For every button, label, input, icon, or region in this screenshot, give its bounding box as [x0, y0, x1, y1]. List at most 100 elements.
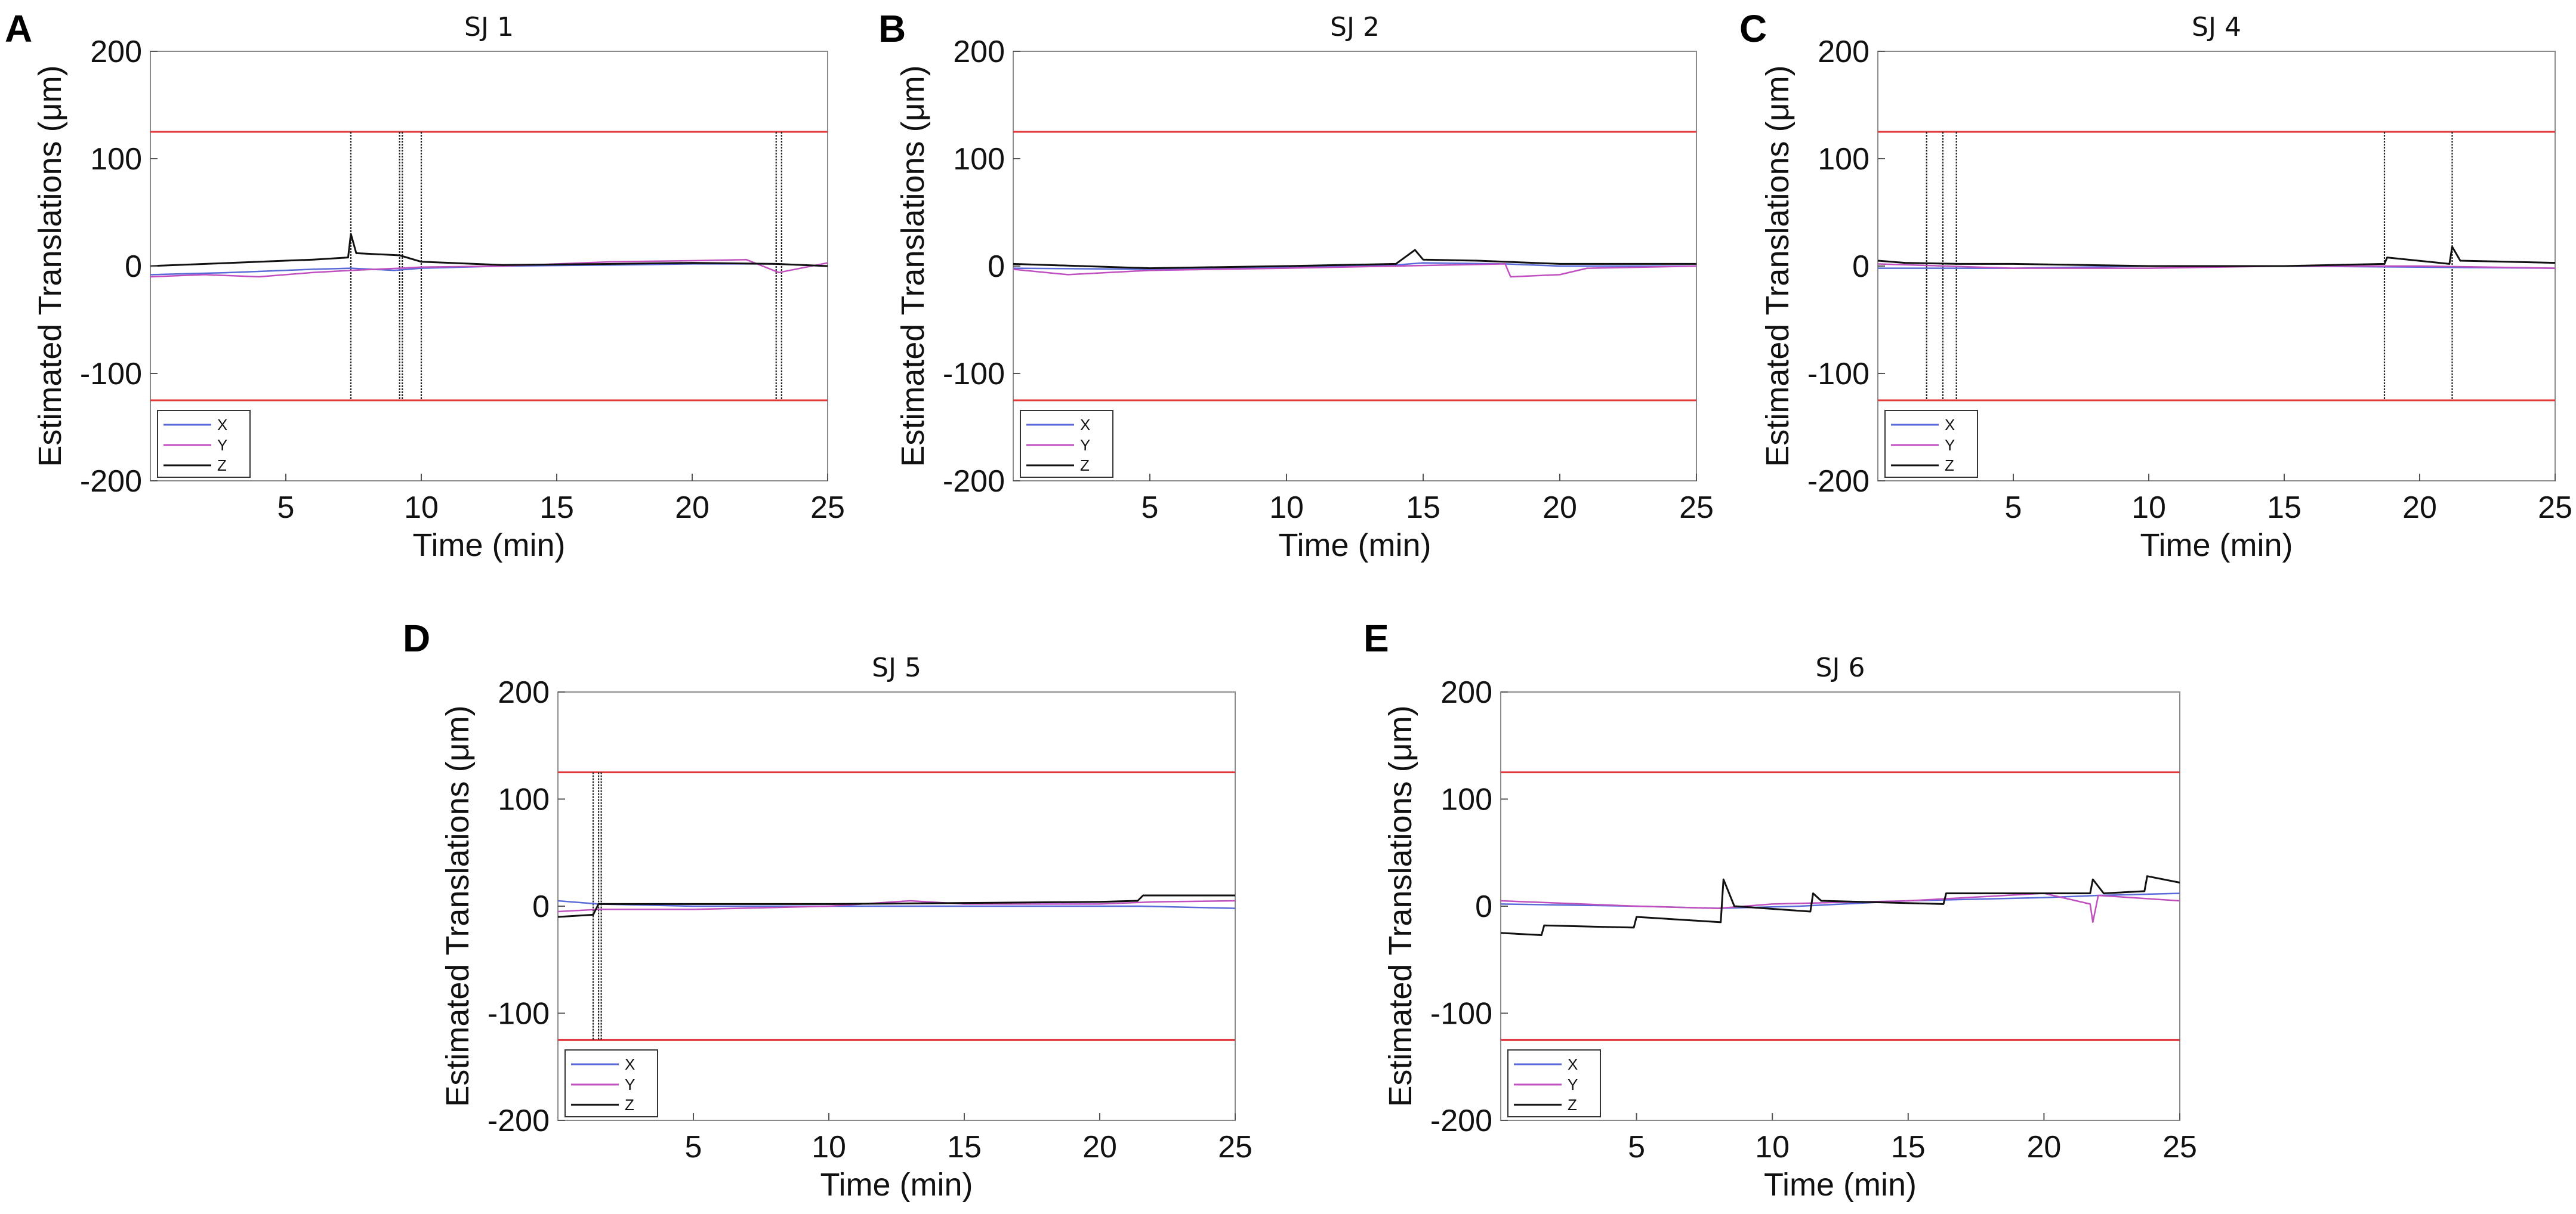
x-tick-label: 20 [2026, 1130, 2061, 1164]
y-tick-label: -100 [1430, 997, 1492, 1031]
y-axis-label: Estimated Translations (μm) [1383, 705, 1418, 1107]
series-line-z [1013, 249, 1696, 270]
legend-label-z: Z [1945, 456, 1954, 474]
panel-title: SJ 1 [464, 12, 514, 42]
y-tick-label: 100 [1818, 142, 1869, 177]
legend-label-z: Z [625, 1096, 634, 1114]
y-tick-label: -100 [1807, 357, 1869, 391]
y-tick-label: -200 [943, 464, 1005, 499]
x-tick-label: 10 [1755, 1130, 1790, 1164]
series-line-y [1877, 263, 2556, 269]
y-tick-label: 200 [1818, 35, 1869, 69]
series-line-y [1013, 263, 1697, 278]
legend-label-x: X [1568, 1055, 1578, 1073]
panel-d: D SJ 5 5 10 15 20 25 -200 -100 0 100 200 Time (min) E… [403, 617, 1252, 1203]
legend-label-x: X [625, 1055, 635, 1073]
x-tick-label: 20 [1082, 1130, 1117, 1164]
y-tick-label: -100 [488, 997, 550, 1031]
y-tick-label: 200 [1440, 675, 1492, 710]
y-axis-label: Estimated Translations (μm) [440, 705, 476, 1107]
legend: XYZ [157, 410, 251, 478]
x-tick-label: 20 [675, 490, 709, 525]
y-tick-label: 0 [1852, 249, 1869, 284]
legend-box [1507, 1049, 1601, 1117]
y-tick-label: 200 [90, 35, 142, 69]
y-tick-label: 100 [953, 142, 1005, 177]
panel-a: A SJ 1 5 10 15 20 25 -200 -100 0 100 200 Time (min) E… [5, 7, 845, 563]
panel-letter: B [878, 7, 906, 50]
panel-b: B SJ 2 5 10 15 20 25 -200 -100 0 100 200 Time (min) E… [878, 7, 1714, 563]
y-axis-label: Estimated Translations (μm) [1760, 65, 1796, 467]
x-tick-label: 10 [812, 1130, 846, 1164]
legend: XYZ [1020, 410, 1113, 478]
x-tick-label: 5 [1628, 1130, 1645, 1164]
legend-label-x: X [217, 416, 227, 434]
legend-label-y: Y [1568, 1076, 1578, 1093]
series-line-z [150, 233, 828, 267]
x-tick-label: 5 [2005, 490, 2022, 525]
y-tick-label: -100 [80, 357, 142, 391]
legend-label-x: X [1080, 416, 1090, 434]
series-line-y [557, 900, 1236, 913]
x-tick-label: 10 [2131, 490, 2166, 525]
x-tick-label: 25 [2538, 490, 2572, 525]
y-tick-label: 0 [125, 249, 142, 284]
legend-label-z: Z [217, 456, 227, 474]
y-tick-label: 100 [498, 783, 550, 817]
panel-e: E SJ 6 5 10 15 20 25 -200 -100 0 100 200 Time (min) E… [1363, 617, 2197, 1203]
y-tick-label: -200 [80, 464, 142, 499]
x-tick-label: 15 [1406, 490, 1440, 525]
x-tick-label: 15 [947, 1130, 982, 1164]
legend-box [1020, 410, 1113, 478]
legend: XYZ [564, 1049, 658, 1117]
y-tick-label: 100 [90, 142, 142, 177]
series-line-x [1013, 262, 1696, 270]
panel-letter: E [1363, 617, 1389, 660]
x-tick-label: 20 [2402, 490, 2437, 525]
panel-letter: D [403, 617, 430, 660]
x-tick-label: 5 [277, 490, 295, 525]
legend-box [564, 1049, 658, 1117]
x-axis-label: Time (min) [2140, 527, 2293, 563]
x-tick-label: 25 [1679, 490, 1714, 525]
x-tick-label: 15 [1891, 1130, 1926, 1164]
x-tick-label: 15 [2267, 490, 2302, 525]
series-line-z [1500, 875, 2180, 936]
x-tick-label: 10 [1269, 490, 1304, 525]
panel-title: SJ 6 [1816, 653, 1865, 683]
legend-box [157, 410, 251, 478]
x-axis-label: Time (min) [1764, 1167, 1917, 1203]
panel-title: SJ 5 [872, 653, 921, 683]
y-tick-label: 0 [532, 889, 550, 924]
legend-label-z: Z [1568, 1096, 1577, 1114]
series-line-z [557, 894, 1235, 918]
x-tick-label: 5 [1142, 490, 1159, 525]
x-tick-label: 5 [685, 1130, 702, 1164]
y-tick-label: 0 [988, 249, 1005, 284]
y-axis-label: Estimated Translations (μm) [895, 65, 931, 467]
panel-letter: A [5, 7, 32, 50]
legend: XYZ [1507, 1049, 1601, 1117]
y-tick-label: 100 [1440, 783, 1492, 817]
legend: XYZ [1884, 410, 1978, 478]
legend-label-y: Y [1945, 436, 1955, 454]
y-tick-label: -200 [1807, 464, 1869, 499]
y-tick-label: 200 [498, 675, 550, 710]
y-tick-label: -200 [1430, 1104, 1492, 1138]
y-tick-label: 0 [1475, 889, 1492, 924]
x-tick-label: 25 [1218, 1130, 1252, 1164]
y-tick-label: -200 [488, 1104, 550, 1138]
y-axis-label: Estimated Translations (μm) [32, 65, 68, 467]
x-tick-label: 25 [810, 490, 845, 525]
x-axis-label: Time (min) [820, 1167, 973, 1203]
panel-title: SJ 2 [1330, 12, 1380, 42]
x-tick-label: 25 [2162, 1130, 2197, 1164]
legend-box [1884, 410, 1978, 478]
series-line-y [150, 258, 828, 278]
series-line-y [1500, 892, 2180, 923]
y-tick-label: 200 [953, 35, 1005, 69]
legend-label-y: Y [625, 1076, 635, 1093]
y-tick-label: -100 [943, 357, 1005, 391]
x-axis-label: Time (min) [413, 527, 566, 563]
